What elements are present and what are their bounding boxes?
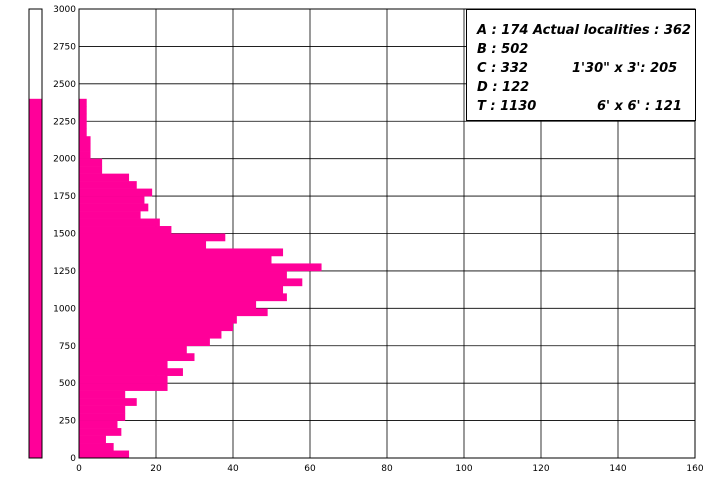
histogram-bar: [79, 330, 222, 339]
histogram-bar: [79, 113, 87, 122]
histogram-bar: [79, 226, 172, 234]
histogram-bar: [79, 300, 257, 309]
x-axis-ticks: 0 20 40 60 80 100 120 140 160: [76, 464, 704, 474]
histogram-bar: [79, 375, 168, 384]
histogram-bar: [79, 308, 268, 317]
y-tick-label: 2500: [53, 80, 76, 90]
x-tick-label: 40: [227, 464, 239, 474]
histogram-bar: [79, 278, 303, 287]
x-tick-label: 20: [150, 464, 162, 474]
plot-frame: [78, 8, 696, 459]
histogram-bar: [79, 353, 195, 362]
y-tick-label: 2750: [53, 42, 76, 52]
histogram-bar: [79, 121, 87, 130]
y-tick-label: 1750: [53, 192, 76, 202]
histogram-bar: [79, 443, 114, 451]
legend-line-a: A : 174 Actual localities : 362: [477, 23, 691, 38]
histogram-bar: [79, 368, 183, 376]
histogram-bar: [79, 285, 284, 294]
histogram-bar: [79, 383, 168, 391]
histogram-bar: [79, 450, 130, 459]
histogram-bar: [79, 98, 87, 107]
histogram-bar: [79, 338, 210, 347]
legend-line-grid-6x6: 6' x 6' : 121: [597, 99, 682, 114]
histogram-bar: [79, 255, 272, 264]
histogram-bar: [79, 435, 106, 444]
histogram-bar: [79, 196, 145, 204]
y-tick-label: 1500: [53, 230, 76, 240]
histogram-bars: [79, 98, 322, 459]
y-tick-label: 1000: [53, 304, 76, 314]
x-tick-label: 100: [455, 464, 472, 474]
histogram-bar: [79, 390, 126, 399]
x-tick-label: 60: [304, 464, 316, 474]
x-tick-label: 120: [532, 464, 549, 474]
histogram-bar: [79, 173, 130, 182]
legend-line-d: D : 122: [477, 80, 530, 95]
histogram-bar: [79, 398, 137, 406]
histogram-bar: [79, 248, 284, 257]
histogram-bar: [79, 218, 160, 227]
y-tick-label: 0: [70, 454, 76, 464]
x-tick-label: 0: [76, 464, 82, 474]
histogram-bar: [79, 263, 322, 272]
x-tick-label: 160: [686, 464, 703, 474]
legend-line-t: T : 1130: [477, 99, 537, 114]
histogram-bar: [79, 233, 226, 242]
histogram-bar: [79, 128, 87, 137]
histogram-bar: [79, 106, 87, 115]
histogram-bar: [79, 181, 137, 189]
y-tick-label: 250: [59, 417, 76, 427]
histogram-bar: [79, 428, 122, 436]
y-tick-label: 1250: [53, 267, 76, 277]
histogram-bar: [79, 211, 141, 219]
y-tick-label: 3000: [53, 5, 76, 15]
histogram-bar: [79, 420, 118, 429]
histogram-bar: [79, 323, 233, 332]
y-tick-label: 500: [59, 379, 76, 389]
x-tick-label: 140: [609, 464, 626, 474]
y-tick-label: 2250: [53, 117, 76, 127]
histogram-bar: [79, 270, 287, 279]
legend-line-c: C : 332: [477, 61, 528, 76]
histogram-bar: [79, 136, 91, 144]
histogram-bar: [79, 413, 126, 421]
legend-line-grid-1-30x3: 1'30" x 3': 205: [572, 61, 678, 76]
x-tick-label: 80: [381, 464, 393, 474]
histogram-bar: [79, 293, 287, 302]
histogram-bar: [79, 188, 153, 197]
y-tick-label: 2000: [53, 155, 76, 165]
histogram-bar: [79, 151, 91, 159]
histogram-bar: [79, 166, 103, 174]
histogram-bar: [79, 158, 103, 167]
histogram-bar: [79, 405, 126, 414]
histogram-bar: [79, 240, 207, 249]
histogram-bar: [79, 143, 91, 152]
legend-line-b: B : 502: [477, 42, 529, 57]
legend-box: A : 174 Actual localities : 362 B : 502 …: [466, 9, 696, 121]
histogram-bar: [79, 360, 168, 369]
y-axis-ticks: 0 250 500 750 1000 1250 1500 1750 2000 2250 2500 27…: [53, 5, 76, 464]
histogram-bar: [79, 203, 149, 212]
side-scale-fill: [29, 98, 42, 458]
y-tick-label: 750: [59, 342, 76, 352]
histogram-bar: [79, 315, 237, 324]
histogram-bar: [79, 345, 187, 354]
